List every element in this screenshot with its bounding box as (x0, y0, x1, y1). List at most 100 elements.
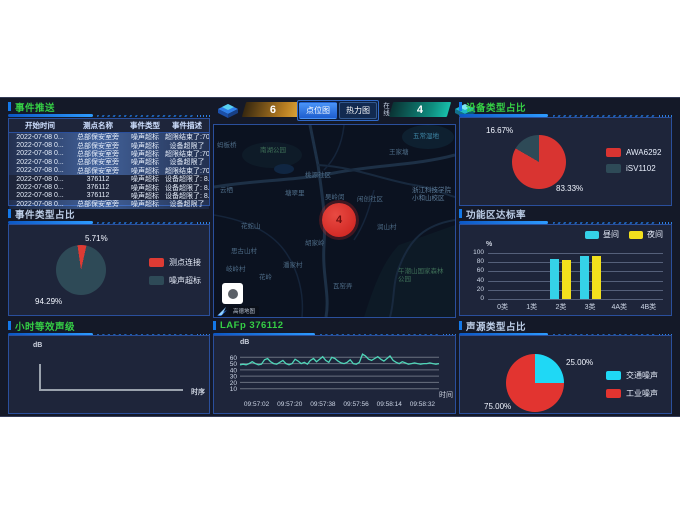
pie-legend: 测点连接 噪声超标 (149, 257, 201, 286)
table-row[interactable]: 2022-07-08 0... 376112 噪声超标 设备超限了: 8... (16, 184, 209, 192)
table-row[interactable]: 2022-07-08 0... 376112 噪声超标 设备超限了: 8... (16, 192, 209, 200)
panel-hourly-leq: 小时等效声级 dB 时序 (8, 319, 210, 414)
x-axis-label: 时序 (191, 389, 205, 396)
panel-device-type-pie: 设备类型占比 16.67% 83.33% AWA6292 iSV1102 (459, 100, 672, 206)
x-category-label: 0类 (497, 304, 509, 311)
table-row[interactable]: 2022-07-08 0... 总部保安室旁 噪声超标 设备超限了 (9, 141, 209, 150)
y-tick-label: 100 (473, 249, 484, 256)
legend-swatch (585, 230, 599, 239)
map-place-label: 浙江科技学院小和山校区 (412, 187, 451, 203)
bar-昼间[interactable] (579, 256, 589, 299)
online-count-label: 在线 (381, 101, 389, 117)
legend-swatch (606, 389, 621, 398)
title-underline (8, 220, 210, 224)
noise-cluster-marker[interactable]: 4 (322, 203, 356, 237)
map-place-label: 瓦窑弄 (333, 283, 353, 290)
event-type-pie-chart: 5.71% 94.29% 测点连接噪声超标 (8, 224, 210, 316)
legend-item[interactable]: AWA6292 (606, 148, 661, 157)
legend-item[interactable]: 噪声超标 (149, 275, 201, 286)
compliance-bar-chart: % 昼间 夜间 0 20 40 60 80 100 0类 1类 2类 3类 4A类 4B类 (459, 224, 672, 316)
device-3d-icon (218, 104, 238, 118)
map-place-label: 闲创社区 (357, 196, 383, 203)
title-bullet (459, 321, 462, 330)
legend-swatch (629, 230, 643, 239)
svg-text:60: 60 (230, 355, 238, 362)
pie (56, 245, 106, 295)
x-category-label: 3类 (584, 304, 596, 311)
line-plot-area: 10 20 30 40 50 60 09:57:02 09:57:20 09:57:38 09:5… (218, 349, 451, 409)
table-row[interactable]: 2022-07-08 0...总部保安室旁噪声超标超限结束了:70... (9, 149, 209, 159)
panel-event-type-pie: 事件类型占比 5.71% 94.29% 测点连接 噪声超标 (8, 207, 210, 316)
legend-swatch (149, 258, 164, 267)
legend-swatch (606, 148, 621, 157)
bar-夜间[interactable] (591, 256, 601, 299)
pie-percent-label: 25.00% (566, 358, 594, 367)
map-place-label: 潘家村 (283, 262, 303, 269)
empty-axes (39, 364, 183, 391)
y-axis-label: dB (33, 342, 43, 349)
legend-item[interactable]: iSV1102 (606, 164, 661, 173)
x-axis-label: 时间 (439, 392, 453, 399)
legend-item[interactable]: 夜间 (629, 229, 663, 240)
panel-event-push: 事件推送 开始时间 测点名称 事件类型 事件描述 2022-07-08 0...… (8, 100, 210, 209)
pegman-icon (227, 288, 238, 299)
table-row[interactable]: 2022-07-08 0...总部保安室旁噪声超标超限结束了:70... (9, 166, 209, 175)
gridline (488, 299, 663, 300)
online-count-badge: 4 (388, 101, 451, 117)
map-roads-layer (214, 125, 455, 317)
x-category-label: 4A类 (611, 304, 628, 311)
streetview-control[interactable] (222, 283, 243, 304)
table-row[interactable]: 2022-07-08 0...总部保安室旁噪声超标超限结束了:70... (9, 133, 209, 142)
table-row[interactable]: 2022-07-08 0... 总部保安室旁 噪声超标 设备超限了 (9, 200, 209, 209)
map-labels-layer: 蚂板桥 南湖公园 五常湿地 王家塘 桃源社区 云栖 塘翠里 吴岭闵 闲创社区 浙江科技学院小和山校… (214, 125, 455, 317)
table-row[interactable]: 2022-07-08 0... 总部保安室旁 噪声超标 设备超限了 (9, 158, 209, 167)
svg-text:09:58:32: 09:58:32 (410, 401, 436, 408)
svg-text:09:57:56: 09:57:56 (343, 401, 369, 408)
heat-map-button[interactable]: 热力图 (339, 102, 377, 119)
table-row[interactable]: 2022-07-08 0... 376112 噪声超标 设备超限了: 8... (16, 175, 209, 184)
map-place-label: 吴岭闵 (325, 194, 345, 201)
y-tick-label: 80 (476, 258, 484, 266)
svg-text:09:57:20: 09:57:20 (277, 401, 303, 408)
bar-夜间[interactable] (562, 259, 572, 299)
legend-swatch (606, 371, 621, 380)
map-place-label: 桃源社区 (305, 172, 331, 179)
pie-percent-label: 94.29% (35, 297, 63, 306)
map-place-label: 润山村 (377, 224, 397, 231)
panel-title: LAFp 376112 (220, 320, 284, 331)
title-bullet (8, 321, 11, 330)
map-place-label: 五常湿地 (413, 133, 439, 140)
title-bullet (8, 209, 11, 218)
hourly-leq-chart: dB 时序 (8, 335, 210, 414)
total-count-badge: 6 (241, 101, 305, 117)
svg-text:09:58:14: 09:58:14 (377, 401, 403, 408)
pie (512, 135, 566, 189)
legend-item[interactable]: 交通噪声 (606, 370, 658, 381)
map-attribution: 高德地图 (217, 306, 260, 316)
svg-text:09:57:02: 09:57:02 (244, 401, 270, 408)
map-place-label: 花蛇山 (241, 223, 261, 230)
pie-percent-label: 83.33% (556, 184, 584, 193)
map-header: 6 总量 点位图 热力图 在线 4 (213, 98, 475, 122)
title-bullet (8, 102, 11, 111)
gridline (488, 253, 663, 254)
point-map-button[interactable]: 点位图 (299, 102, 337, 119)
lafp-line-series (239, 353, 440, 366)
amap-watermark-text: 高德地图 (229, 306, 260, 316)
y-tick-label: 60 (476, 267, 484, 275)
legend-item[interactable]: 测点连接 (149, 257, 201, 268)
source-type-pie-chart: 25.00% 75.00% 交通噪声工业噪声 (459, 335, 672, 414)
y-axis-label: % (486, 241, 493, 248)
panel-source-type-pie: 声源类型占比 25.00% 75.00% 交通噪声 工业噪声 (459, 319, 672, 414)
map-canvas[interactable]: 蚂板桥 南湖公园 五常湿地 王家塘 桃源社区 云栖 塘翠里 吴岭闵 闲创社区 浙江科技学院小和山校… (213, 124, 456, 318)
pie-percent-label: 5.71% (85, 234, 108, 243)
legend-item[interactable]: 昼间 (585, 229, 619, 240)
title-bullet (459, 209, 462, 218)
pie-percent-label: 75.00% (484, 402, 512, 411)
svg-text:10: 10 (230, 386, 238, 393)
panel-title: 设备类型占比 (466, 102, 527, 114)
bar-昼间[interactable] (550, 258, 560, 299)
legend-item[interactable]: 工业噪声 (606, 388, 658, 399)
map-place-label: 云栖 (220, 187, 233, 194)
panel-title: 事件推送 (15, 102, 56, 114)
